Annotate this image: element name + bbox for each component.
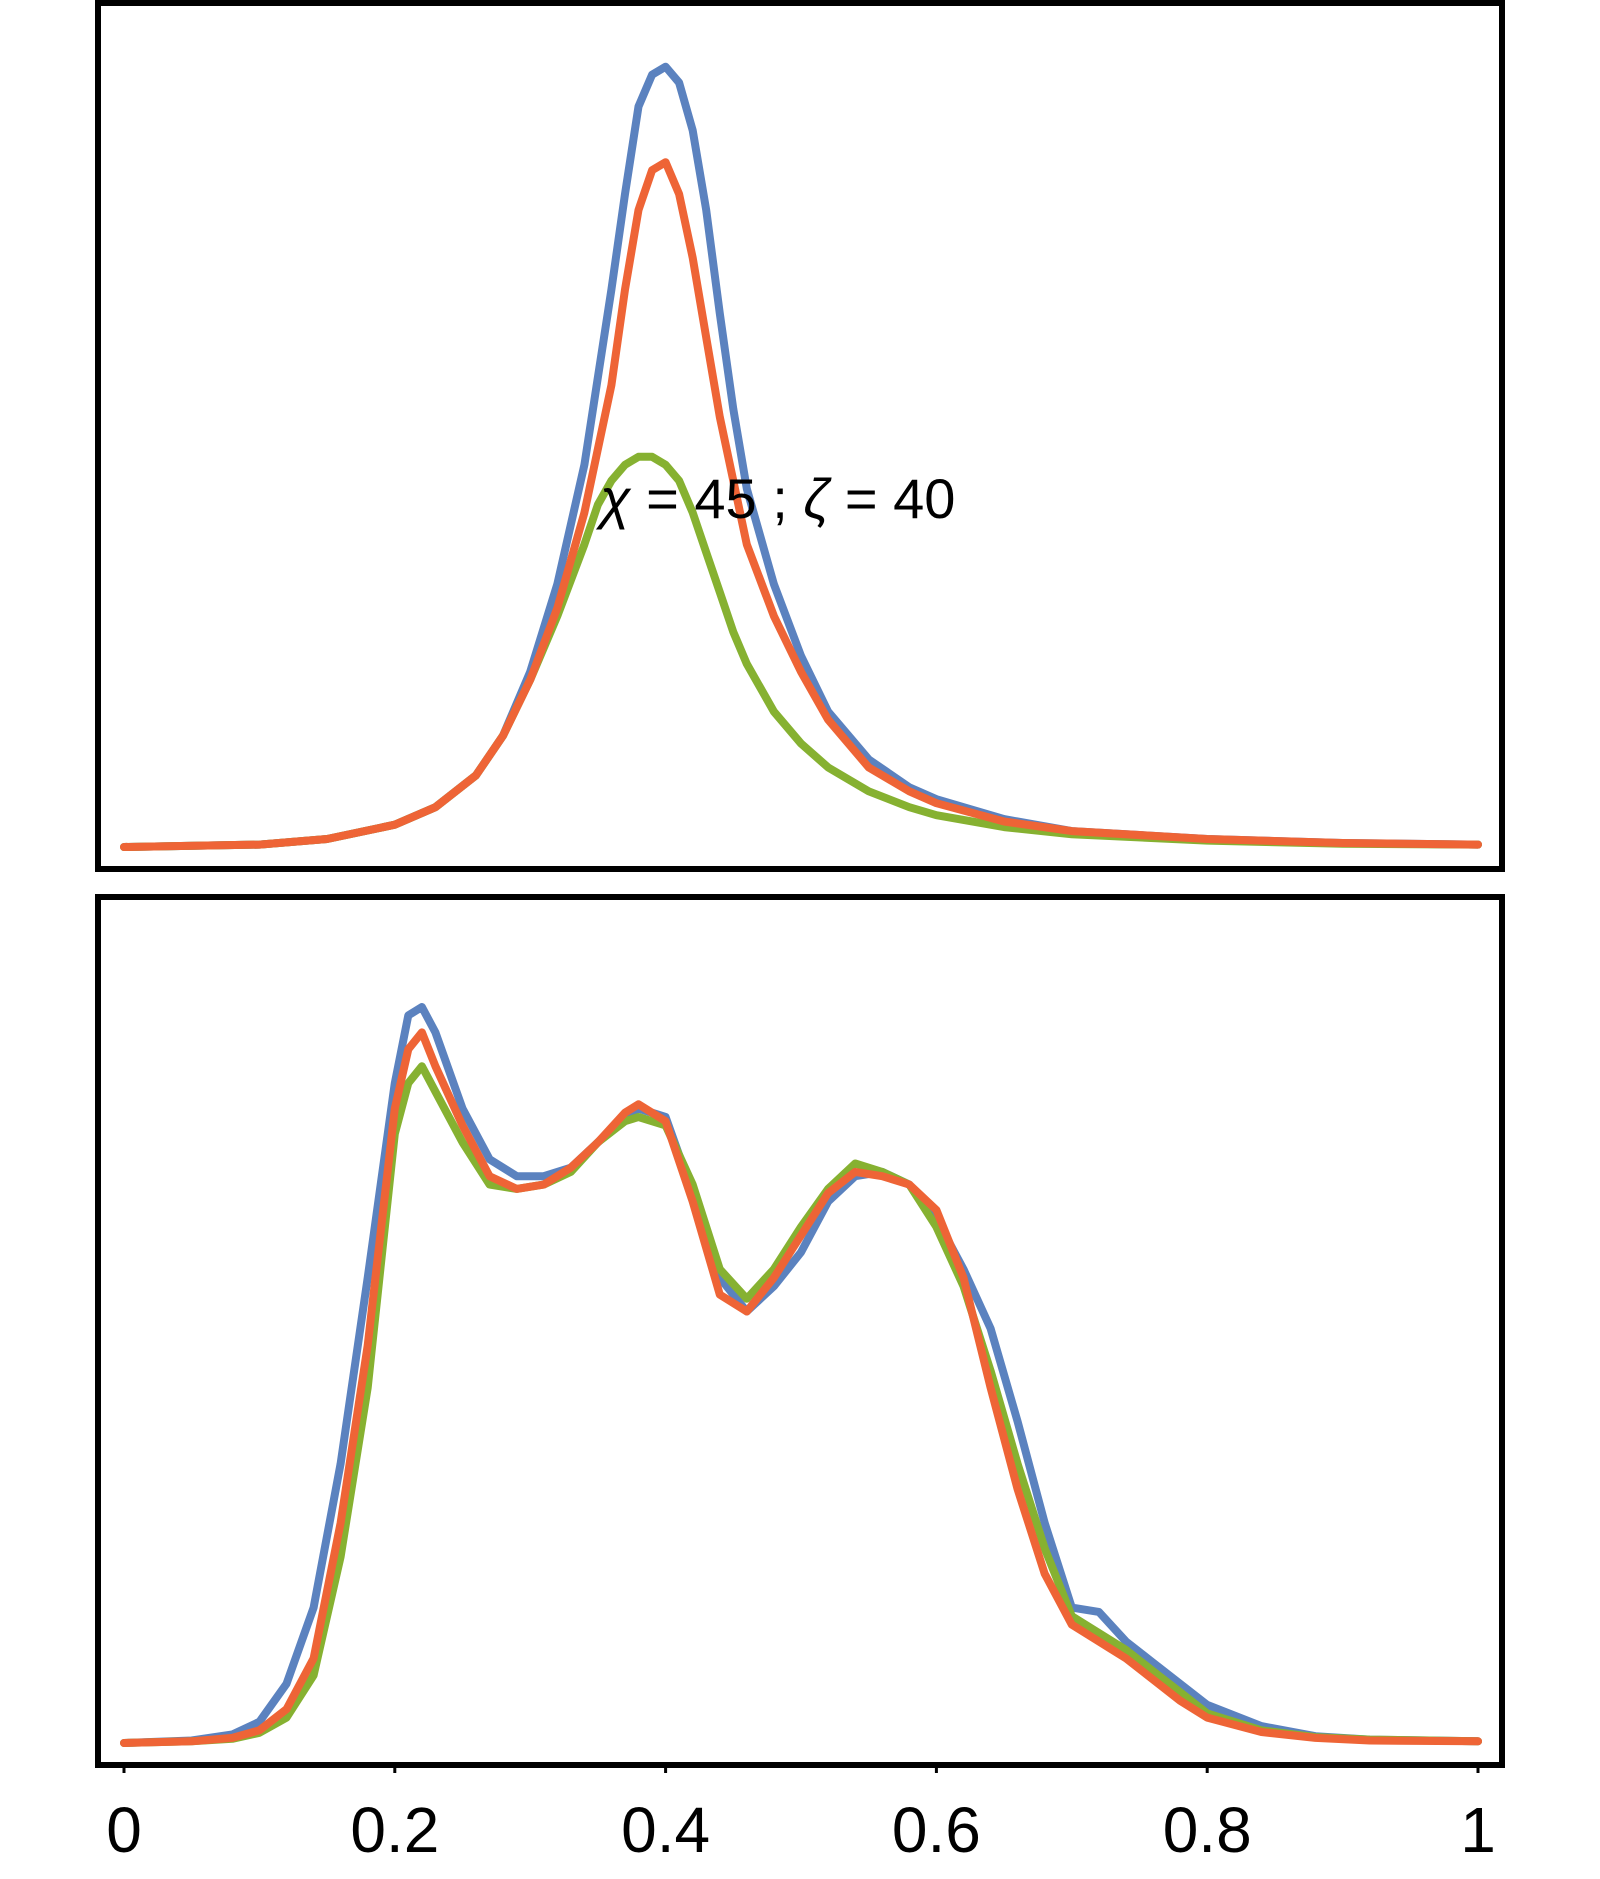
top-panel-series [120, 62, 1482, 851]
top-series-line-orange [120, 158, 1482, 851]
bottom-series-line-green [120, 1062, 1482, 1747]
bottom-series-line-blue [120, 1003, 1482, 1747]
x-tick-label: 0.4 [621, 1794, 710, 1866]
top-panel-frame [95, 0, 1505, 872]
x-tick-label: 0.6 [892, 1794, 981, 1866]
bottom-panel: 0 0.2 0.4 0.6 0.8 1 [95, 894, 1505, 1866]
top-panel: χ = 45 ; ζ = 40 [95, 0, 1505, 872]
top-series-line-blue [120, 62, 1482, 851]
bottom-panel-series [120, 1003, 1482, 1747]
x-axis-ticks: 0 0.2 0.4 0.6 0.8 1 [106, 1765, 1496, 1866]
annotation-zeta-value: = 40 [829, 467, 955, 530]
x-tick-label: 0.2 [350, 1794, 439, 1866]
x-tick-label: 0 [106, 1794, 142, 1866]
x-tick-label: 1 [1460, 1794, 1496, 1866]
bottom-series-line-orange [120, 1028, 1482, 1747]
bottom-panel-frame [95, 894, 1505, 1768]
zeta-symbol: ζ [803, 467, 832, 530]
x-tick-label: 0.8 [1163, 1794, 1252, 1866]
chi-symbol: χ [595, 467, 632, 530]
parameter-annotation: χ = 45 ; ζ = 40 [595, 467, 955, 530]
annotation-chi-value: = 45 ; [631, 467, 804, 530]
